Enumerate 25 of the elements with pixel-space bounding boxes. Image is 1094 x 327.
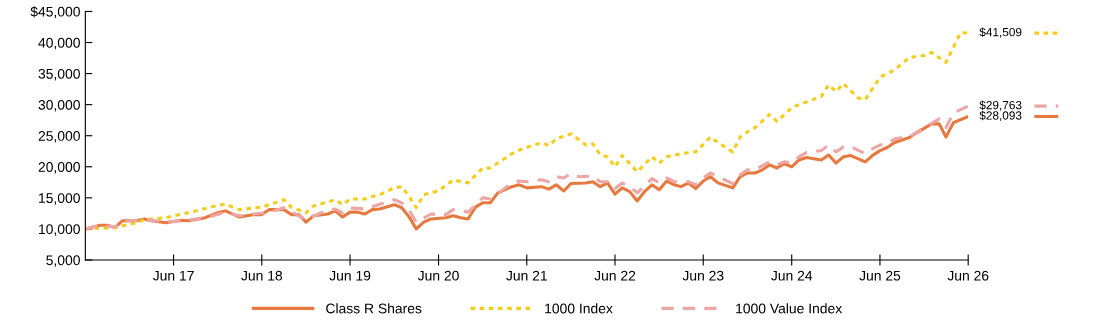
- annotation: $29,763: [979, 100, 1022, 111]
- x-tick-label: Jun 26: [947, 270, 989, 281]
- y-tick-label: 30,000: [38, 99, 80, 112]
- legend-label: Class R Shares: [326, 303, 422, 314]
- y-tick-label: 25,000: [38, 131, 80, 143]
- x-tick-label: Jun 18: [241, 270, 283, 281]
- annotation: $41,509: [979, 27, 1022, 38]
- y-tick-label: 15,000: [39, 193, 80, 205]
- y-tick-label: 40,000: [38, 37, 80, 50]
- x-tick-label: Jun 23: [682, 270, 724, 281]
- x-tick-label: Jun 19: [329, 270, 371, 281]
- legend-label: 1000 Value Index: [736, 303, 843, 314]
- legend-label: 1000 Index: [545, 303, 613, 314]
- y-tick-label: 10,000: [39, 224, 80, 236]
- x-tick-label: Jun 22: [594, 270, 636, 281]
- annotation: $28,093: [979, 110, 1022, 122]
- x-tick-label: Jun 24: [771, 270, 813, 281]
- y-tick-label: $45,000: [30, 6, 80, 19]
- x-tick-label: Jun 25: [859, 270, 901, 281]
- x-tick-label: Jun 17: [152, 270, 194, 281]
- y-tick-label: 5,000: [46, 255, 80, 267]
- x-tick-label: Jun 20: [417, 270, 459, 281]
- y-tick-label: 35,000: [38, 68, 80, 81]
- y-tick-label: 20,000: [38, 162, 80, 174]
- x-tick-label: Jun 21: [506, 270, 547, 281]
